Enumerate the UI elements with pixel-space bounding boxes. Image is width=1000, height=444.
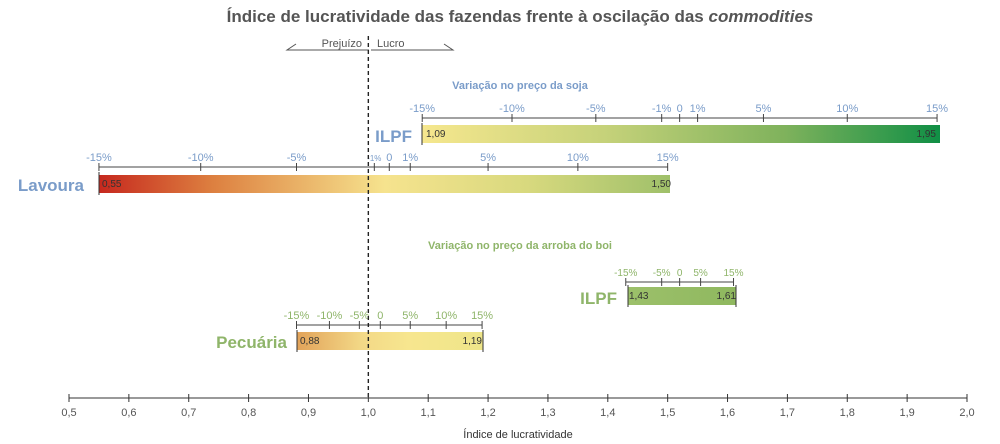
bar-label: Pecuária bbox=[216, 333, 287, 352]
scale-label: 0 bbox=[677, 103, 683, 115]
bar-fill bbox=[422, 125, 940, 143]
bar-max-label: 1,61 bbox=[717, 291, 737, 302]
bar-max-label: 1,19 bbox=[463, 336, 483, 347]
scale-label: -5% bbox=[350, 310, 370, 322]
scale-label: 15% bbox=[471, 310, 493, 322]
scale-label: 5% bbox=[402, 310, 418, 322]
x-tick-label: 1,8 bbox=[840, 407, 855, 419]
scale-label: 5% bbox=[693, 268, 708, 279]
bar-fill bbox=[99, 175, 670, 193]
bar-pecuaria: Pecuária 0,88 1,19 bbox=[216, 330, 484, 352]
x-tick-label: 1,6 bbox=[720, 407, 735, 419]
bar-min-label: 1,09 bbox=[426, 129, 446, 140]
scale-label: -15% bbox=[409, 103, 435, 115]
bar-label: Lavoura bbox=[18, 176, 85, 195]
scale-label: 15% bbox=[657, 152, 679, 164]
bar-min-label: 0,55 bbox=[102, 179, 122, 190]
x-axis: 0,5 0,6 0,7 0,8 0,9 1,0 1,1 1,2 1,3 1,4 1,5 1,6 1,7 1… bbox=[61, 394, 975, 419]
scale-label: 1% bbox=[402, 152, 418, 164]
x-tick-label: 2,0 bbox=[959, 407, 974, 419]
scale-label: -5% bbox=[586, 103, 606, 115]
bar-label: ILPF bbox=[580, 289, 617, 308]
scale-label: 10% bbox=[567, 152, 589, 164]
x-tick-label: 0,7 bbox=[181, 407, 196, 419]
scale-label: 5% bbox=[756, 103, 772, 115]
scale-label: 0 bbox=[677, 268, 683, 279]
bar-fill bbox=[297, 332, 483, 350]
scale-label: -1% bbox=[652, 103, 672, 115]
loss-label: Prejuízo bbox=[322, 38, 362, 50]
scale-0-1: -15% -10% -5% -1% 0 1% 5% 10% 15% bbox=[86, 152, 679, 171]
x-tick-label: 1,9 bbox=[899, 407, 914, 419]
profit-arrow bbox=[371, 43, 455, 51]
scale-label: -10% bbox=[499, 103, 525, 115]
bar-boi-ilpf: ILPF 1,43 1,61 bbox=[580, 285, 737, 308]
group-heading-soja: Variação no preço da soja bbox=[452, 80, 589, 92]
scale-label: 0 bbox=[377, 310, 383, 322]
scale-0-0: -15% -10% -5% -1% 0 1% 5% 10% 15% bbox=[409, 103, 948, 122]
x-tick-label: 1,3 bbox=[540, 407, 555, 419]
bar-max-label: 1,50 bbox=[652, 179, 672, 190]
loss-arrow bbox=[285, 43, 369, 51]
profit-label: Lucro bbox=[377, 38, 405, 50]
scale-label: 0 bbox=[386, 152, 392, 164]
x-tick-label: 1,1 bbox=[421, 407, 436, 419]
scale-label: 15% bbox=[724, 268, 744, 279]
scale-label: -15% bbox=[86, 152, 112, 164]
scale-1-1: -15% -10% -5% 0 5% 10% 15% bbox=[284, 310, 493, 329]
bar-max-label: 1,95 bbox=[917, 129, 937, 140]
scale-label: -15% bbox=[614, 268, 637, 279]
scale-label: -5% bbox=[653, 268, 671, 279]
x-tick-label: 1,4 bbox=[600, 407, 615, 419]
scale-label: 1% bbox=[690, 103, 706, 115]
bar-lavoura: Lavoura 0,55 1,50 bbox=[18, 172, 672, 195]
scale-label: 10% bbox=[836, 103, 858, 115]
bar-fill bbox=[628, 287, 736, 305]
percentage-scales: -15% -10% -5% -1% 0 1% 5% 10% 15% -15% -10% -5% -1% 0… bbox=[86, 103, 948, 329]
bar-label: ILPF bbox=[375, 127, 412, 146]
scale-label: -15% bbox=[284, 310, 310, 322]
chart-title: Índice de lucratividade das fazendas fre… bbox=[227, 7, 814, 26]
x-tick-label: 0,6 bbox=[121, 407, 136, 419]
scale-label: -5% bbox=[287, 152, 307, 164]
loss-profit-indicator: Prejuízo Lucro bbox=[285, 38, 455, 51]
scale-label: -1% bbox=[367, 154, 381, 163]
x-tick-label: 1,2 bbox=[480, 407, 495, 419]
x-tick-label: 1,7 bbox=[780, 407, 795, 419]
scale-label: 10% bbox=[435, 310, 457, 322]
scale-1-0: -15% -5% 0 5% 15% bbox=[614, 268, 744, 286]
x-tick-label: 0,5 bbox=[61, 407, 76, 419]
scale-label: -10% bbox=[317, 310, 343, 322]
bar-soja-ilpf: ILPF 1,09 1,95 bbox=[375, 123, 940, 146]
group-heading-boi: Variação no preço da arroba do boi bbox=[428, 240, 612, 252]
x-tick-label: 0,8 bbox=[241, 407, 256, 419]
x-axis-label: Índice de lucratividade bbox=[463, 428, 572, 441]
x-tick-label: 1,0 bbox=[361, 407, 376, 419]
bar-min-label: 0,88 bbox=[300, 336, 320, 347]
x-tick-label: 1,5 bbox=[660, 407, 675, 419]
scale-label: 5% bbox=[480, 152, 496, 164]
scale-label: 15% bbox=[926, 103, 948, 115]
x-tick-label: 0,9 bbox=[301, 407, 316, 419]
bar-min-label: 1,43 bbox=[629, 291, 649, 302]
scale-label: -10% bbox=[188, 152, 214, 164]
